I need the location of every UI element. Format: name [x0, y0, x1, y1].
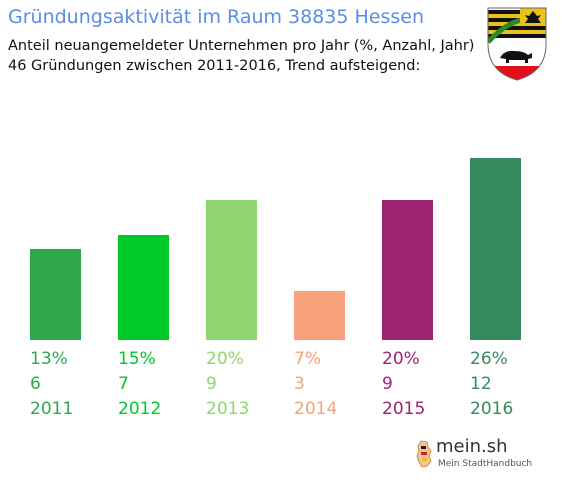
count-label-2012: 7 — [118, 374, 129, 394]
count-label-2015: 9 — [382, 374, 393, 394]
bar-2011 — [30, 249, 81, 340]
percent-label-2014: 7% — [294, 349, 321, 369]
count-label-2013: 9 — [206, 374, 217, 394]
coat-of-arms-icon — [487, 7, 547, 81]
count-label-2011: 6 — [30, 374, 41, 394]
count-label-2016: 12 — [470, 374, 492, 394]
bar-2014 — [294, 291, 345, 340]
percent-label-2011: 13% — [30, 349, 68, 369]
year-label-2016: 2016 — [470, 399, 513, 419]
count-label-2014: 3 — [294, 374, 305, 394]
percent-label-2015: 20% — [382, 349, 420, 369]
logo-tagline: Mein StadtHandbuch — [438, 459, 533, 469]
bar-2015 — [382, 200, 433, 340]
germany-map-icon — [416, 440, 432, 468]
bar-2013 — [206, 200, 257, 340]
subtitle-line-2: 46 Gründungen zwischen 2011-2016, Trend … — [8, 58, 421, 74]
year-label-2013: 2013 — [206, 399, 249, 419]
bar-2016 — [470, 158, 521, 340]
percent-label-2013: 20% — [206, 349, 244, 369]
logo-name: mein.sh — [436, 436, 508, 457]
year-label-2011: 2011 — [30, 399, 73, 419]
subtitle-line-1: Anteil neuangemeldeter Unternehmen pro J… — [8, 38, 475, 54]
year-label-2015: 2015 — [382, 399, 425, 419]
year-label-2014: 2014 — [294, 399, 337, 419]
percent-label-2012: 15% — [118, 349, 156, 369]
chart-title: Gründungsaktivität im Raum 38835 Hessen — [8, 6, 425, 28]
chart-subtitle: Anteil neuangemeldeter Unternehmen pro J… — [8, 36, 474, 76]
year-label-2012: 2012 — [118, 399, 161, 419]
bar-2012 — [118, 235, 169, 340]
site-logo[interactable]: mein.sh Mein StadtHandbuch — [412, 434, 533, 474]
percent-label-2016: 26% — [470, 349, 508, 369]
